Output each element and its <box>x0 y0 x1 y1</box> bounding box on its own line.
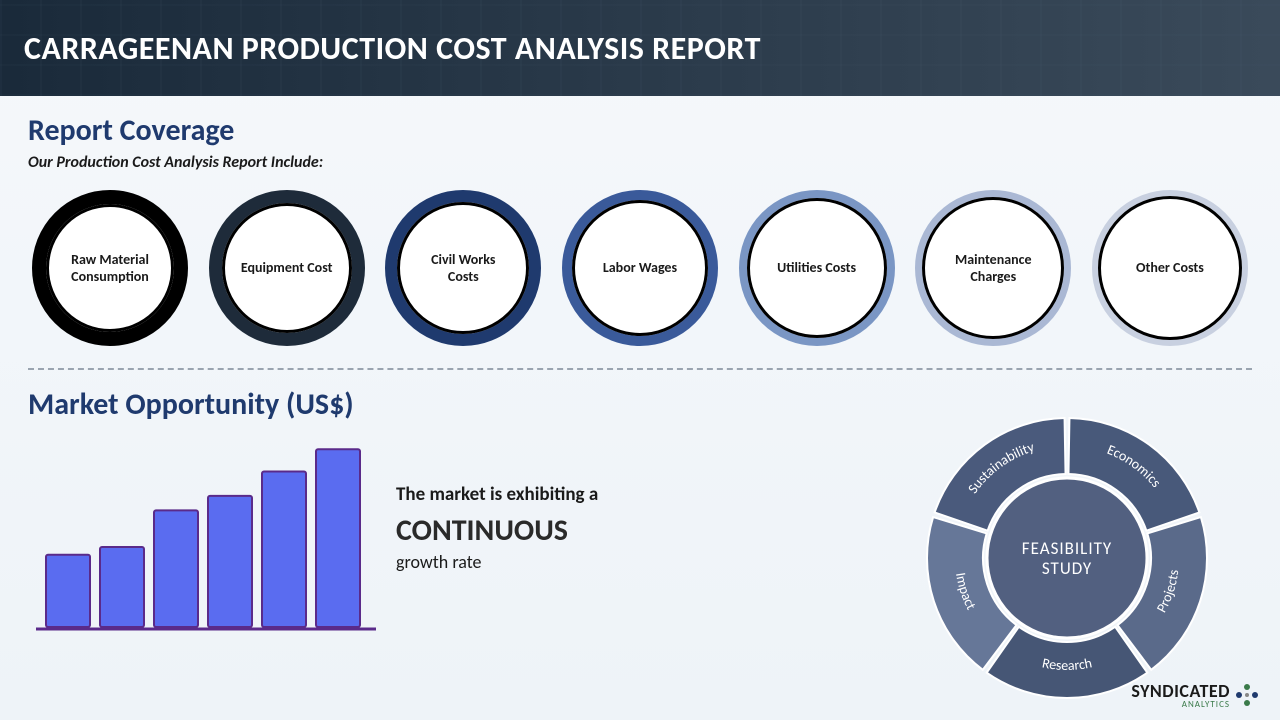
coverage-ring-3: Labor Wages <box>562 190 718 346</box>
growth-text-line2: growth rate <box>396 551 716 573</box>
coverage-rings-row: Raw Material Consumption Equipment Cost Ci… <box>28 190 1252 346</box>
logo-icon <box>1234 682 1260 708</box>
growth-bar-chart <box>36 427 376 647</box>
svg-text:STUDY: STUDY <box>1042 558 1092 579</box>
coverage-ring-label: Utilities Costs <box>759 259 874 277</box>
svg-text:FEASIBILITY: FEASIBILITY <box>1022 538 1112 559</box>
lower-section: The market is exhibiting a CONTINUOUS gr… <box>28 427 1252 647</box>
growth-text-big: CONTINUOUS <box>396 512 716 549</box>
brand-logo: SYNDICATED ANALYTICS <box>1131 680 1260 710</box>
coverage-ring-5: Maintenance Charges <box>915 190 1071 346</box>
coverage-ring-label: Civil Works Costs <box>397 251 529 286</box>
coverage-ring-2: Civil Works Costs <box>385 190 541 346</box>
growth-description: The market is exhibiting a CONTINUOUS gr… <box>396 483 716 573</box>
feasibility-donut: EconomicsProjectsResearchImpactSustainab… <box>922 413 1212 703</box>
coverage-ring-label: Other Costs <box>1118 259 1222 277</box>
coverage-ring-0: Raw Material Consumption <box>32 190 188 346</box>
coverage-ring-label: Maintenance Charges <box>922 251 1064 286</box>
report-coverage-subtitle: Our Production Cost Analysis Report Incl… <box>28 153 1252 172</box>
coverage-ring-1: Equipment Cost <box>209 190 365 346</box>
page-title: CARRAGEENAN PRODUCTION COST ANALYSIS REP… <box>24 29 761 68</box>
coverage-ring-4: Utilities Costs <box>739 190 895 346</box>
report-coverage-title: Report Coverage <box>28 112 1252 149</box>
coverage-ring-label: Labor Wages <box>585 259 695 277</box>
content-area: Report Coverage Our Production Cost Anal… <box>0 96 1280 647</box>
svg-text:Research: Research <box>1041 654 1094 674</box>
coverage-ring-6: Other Costs <box>1092 190 1248 346</box>
growth-text-line1: The market is exhibiting a <box>396 483 716 506</box>
coverage-ring-label: Equipment Cost <box>223 259 351 277</box>
header-banner: CARRAGEENAN PRODUCTION COST ANALYSIS REP… <box>0 0 1280 96</box>
section-divider <box>28 368 1252 370</box>
coverage-ring-label: Raw Material Consumption <box>46 251 174 286</box>
